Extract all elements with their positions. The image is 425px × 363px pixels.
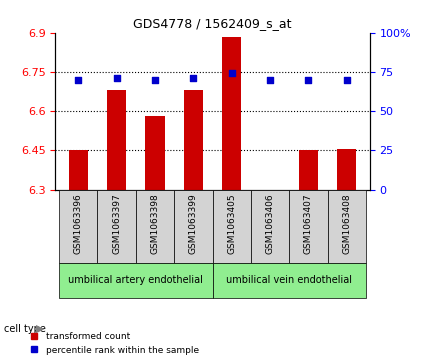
- Text: ▶: ▶: [36, 323, 45, 334]
- Bar: [222, 37, 241, 190]
- FancyBboxPatch shape: [212, 190, 251, 263]
- Bar: [337, 149, 356, 190]
- FancyBboxPatch shape: [174, 190, 212, 263]
- Legend: transformed count, percentile rank within the sample: transformed count, percentile rank withi…: [26, 329, 202, 359]
- FancyBboxPatch shape: [136, 190, 174, 263]
- Text: GSM1063399: GSM1063399: [189, 193, 198, 254]
- FancyBboxPatch shape: [328, 190, 366, 263]
- Point: [228, 70, 235, 76]
- Point: [343, 77, 350, 83]
- FancyBboxPatch shape: [59, 263, 212, 298]
- FancyBboxPatch shape: [289, 190, 328, 263]
- Point: [305, 77, 312, 83]
- Point: [113, 75, 120, 81]
- Text: GSM1063405: GSM1063405: [227, 193, 236, 254]
- Text: GSM1063397: GSM1063397: [112, 193, 121, 254]
- Bar: [69, 150, 88, 190]
- FancyBboxPatch shape: [59, 190, 97, 263]
- Text: cell type: cell type: [4, 323, 46, 334]
- Title: GDS4778 / 1562409_s_at: GDS4778 / 1562409_s_at: [133, 17, 292, 30]
- Bar: [184, 90, 203, 190]
- Bar: [107, 90, 126, 190]
- Bar: [145, 117, 164, 190]
- FancyBboxPatch shape: [251, 190, 289, 263]
- Text: GSM1063396: GSM1063396: [74, 193, 83, 254]
- FancyBboxPatch shape: [212, 263, 366, 298]
- Text: umbilical artery endothelial: umbilical artery endothelial: [68, 276, 203, 285]
- Point: [190, 75, 197, 81]
- Text: GSM1063407: GSM1063407: [304, 193, 313, 254]
- Point: [266, 77, 273, 83]
- Point: [152, 77, 159, 83]
- Text: GSM1063408: GSM1063408: [342, 193, 351, 254]
- FancyBboxPatch shape: [97, 190, 136, 263]
- Text: umbilical vein endothelial: umbilical vein endothelial: [226, 276, 352, 285]
- Text: GSM1063406: GSM1063406: [266, 193, 275, 254]
- Bar: [299, 150, 318, 190]
- Text: GSM1063398: GSM1063398: [150, 193, 159, 254]
- Point: [75, 77, 82, 83]
